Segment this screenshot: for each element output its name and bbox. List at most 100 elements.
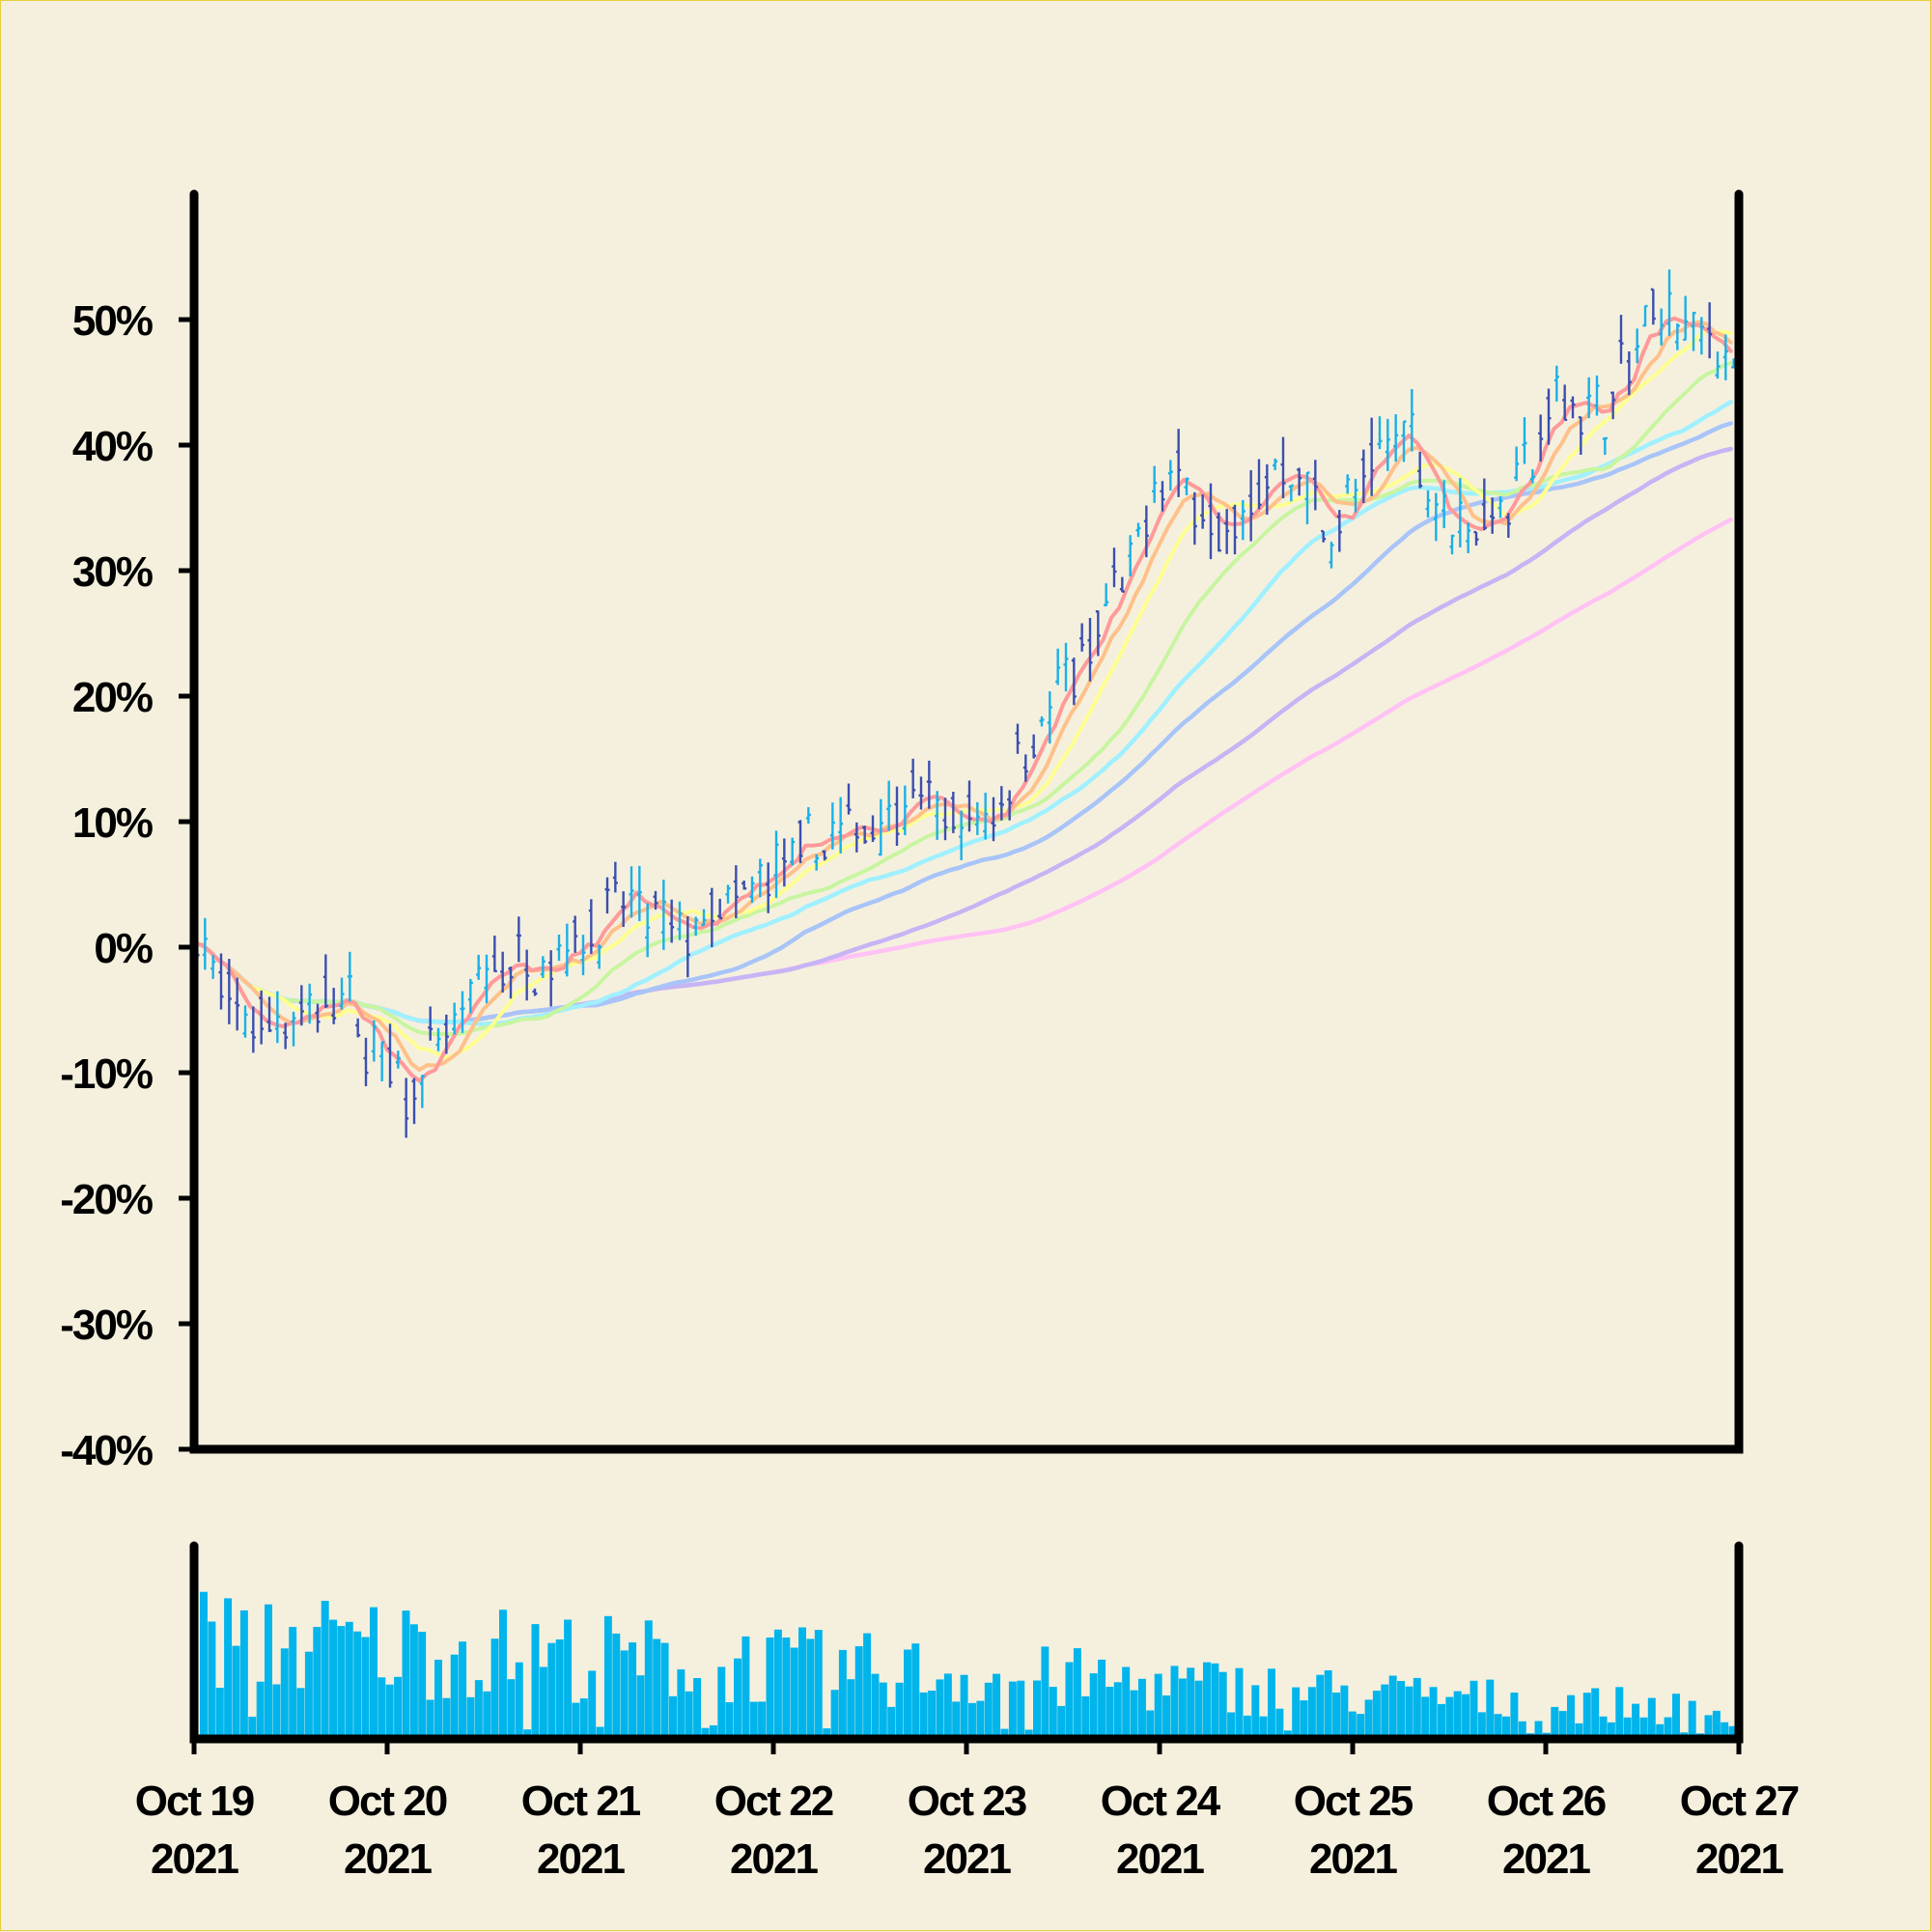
volume-bar (579, 1698, 588, 1739)
volume-bar (1251, 1685, 1260, 1739)
price-bar (1087, 617, 1093, 682)
volume-bar (409, 1624, 418, 1739)
price-bar (283, 1022, 289, 1050)
price-bar (597, 944, 602, 969)
volume-bar (1372, 1691, 1381, 1739)
price-bar (1055, 648, 1061, 686)
price-bar (1079, 623, 1085, 652)
volume-bar (976, 1700, 985, 1739)
volume-bar (1300, 1700, 1308, 1739)
price-bar (588, 899, 594, 954)
x-tick-label-year: 2021 (151, 1835, 238, 1883)
price-bar (226, 959, 232, 1024)
price-bar (1039, 715, 1045, 727)
volume-bar (1194, 1680, 1203, 1739)
price-axis-frame (189, 189, 1744, 1454)
volume-bar (490, 1638, 499, 1739)
price-bar (1602, 436, 1608, 456)
price-bar (1707, 302, 1713, 359)
price-bar (629, 866, 634, 918)
price-bar (645, 903, 651, 958)
price-bar (524, 949, 530, 1001)
volume-bar (936, 1679, 944, 1739)
volume-bar (1089, 1673, 1098, 1739)
volume-bar (1259, 1716, 1268, 1739)
price-bar (1135, 522, 1141, 538)
volume-bar (1243, 1715, 1251, 1739)
price-bar (790, 837, 796, 866)
price-bar (983, 793, 989, 840)
price-bar (1538, 414, 1544, 462)
price-bar (974, 801, 980, 835)
x-tick-label-date: Oct 27 (1680, 1778, 1799, 1825)
volume-bar (911, 1643, 920, 1739)
volume-bar (717, 1666, 726, 1739)
price-bar (298, 985, 304, 1026)
price-bar (1143, 505, 1149, 558)
volume-bar (1397, 1681, 1406, 1739)
volume-bar (1664, 1717, 1672, 1739)
price-bar (1200, 494, 1206, 529)
price-bar (1635, 328, 1640, 364)
price-bar (701, 909, 707, 927)
volume-bar (1178, 1678, 1187, 1739)
price-bar (725, 884, 731, 904)
volume-bars (200, 1591, 1737, 1739)
price-bar (235, 977, 240, 1031)
price-bar (1377, 416, 1383, 450)
volume-bar (1170, 1666, 1179, 1739)
volume-bar (248, 1717, 257, 1739)
volume-bar (1591, 1688, 1600, 1739)
volume-bar (337, 1626, 346, 1739)
volume-bar (1340, 1685, 1349, 1739)
volume-bar (483, 1691, 491, 1739)
price-bar (1529, 469, 1535, 484)
price-bar (709, 887, 714, 948)
price-bar (878, 798, 883, 856)
price-bar (556, 934, 562, 962)
price-bar (548, 950, 554, 1007)
y-tick-label: -20% (60, 1176, 153, 1223)
price-bar (210, 955, 216, 979)
x-tick-label-date: Oct 26 (1487, 1778, 1606, 1825)
price-bar (1642, 304, 1648, 327)
volume-bar (895, 1682, 904, 1739)
volume-bar (1203, 1662, 1211, 1739)
volume-bar (450, 1654, 459, 1739)
price-bar (1473, 530, 1479, 546)
price-bar (1224, 509, 1230, 554)
volume-bar (1575, 1722, 1583, 1739)
price-bar (1433, 492, 1439, 542)
volume-bar (871, 1673, 880, 1739)
volume-bar (215, 1688, 224, 1739)
y-tick-label: -30% (60, 1302, 153, 1349)
price-bar (612, 861, 618, 893)
volume-bar (1421, 1696, 1430, 1739)
volume-bar (1000, 1728, 1009, 1739)
price-bar (1505, 513, 1511, 538)
price-bar (717, 898, 723, 920)
volume-bar (669, 1695, 677, 1739)
price-bar (950, 792, 956, 833)
ma-line-24 (192, 361, 1733, 1037)
volume-bar (830, 1690, 839, 1739)
volume-bar (1462, 1694, 1470, 1739)
price-bar (838, 797, 844, 854)
price-bar (1312, 460, 1318, 511)
volume-bar (1364, 1699, 1373, 1739)
volume-bar (1510, 1693, 1519, 1739)
price-bar (1666, 269, 1672, 336)
price-bar (685, 916, 690, 978)
x-tick-label-date: Oct 24 (1101, 1778, 1221, 1825)
price-bar (1031, 734, 1037, 759)
price-bar (1481, 478, 1487, 531)
volume-bar (402, 1610, 410, 1739)
volume-bar (1623, 1717, 1632, 1739)
volume-bar (588, 1670, 597, 1739)
price-bar (1256, 459, 1262, 510)
price-bar (435, 1027, 441, 1051)
volume-bar (394, 1676, 403, 1739)
price-bar (1618, 315, 1624, 364)
price-bar (404, 1078, 409, 1138)
price-bar (1304, 471, 1310, 525)
